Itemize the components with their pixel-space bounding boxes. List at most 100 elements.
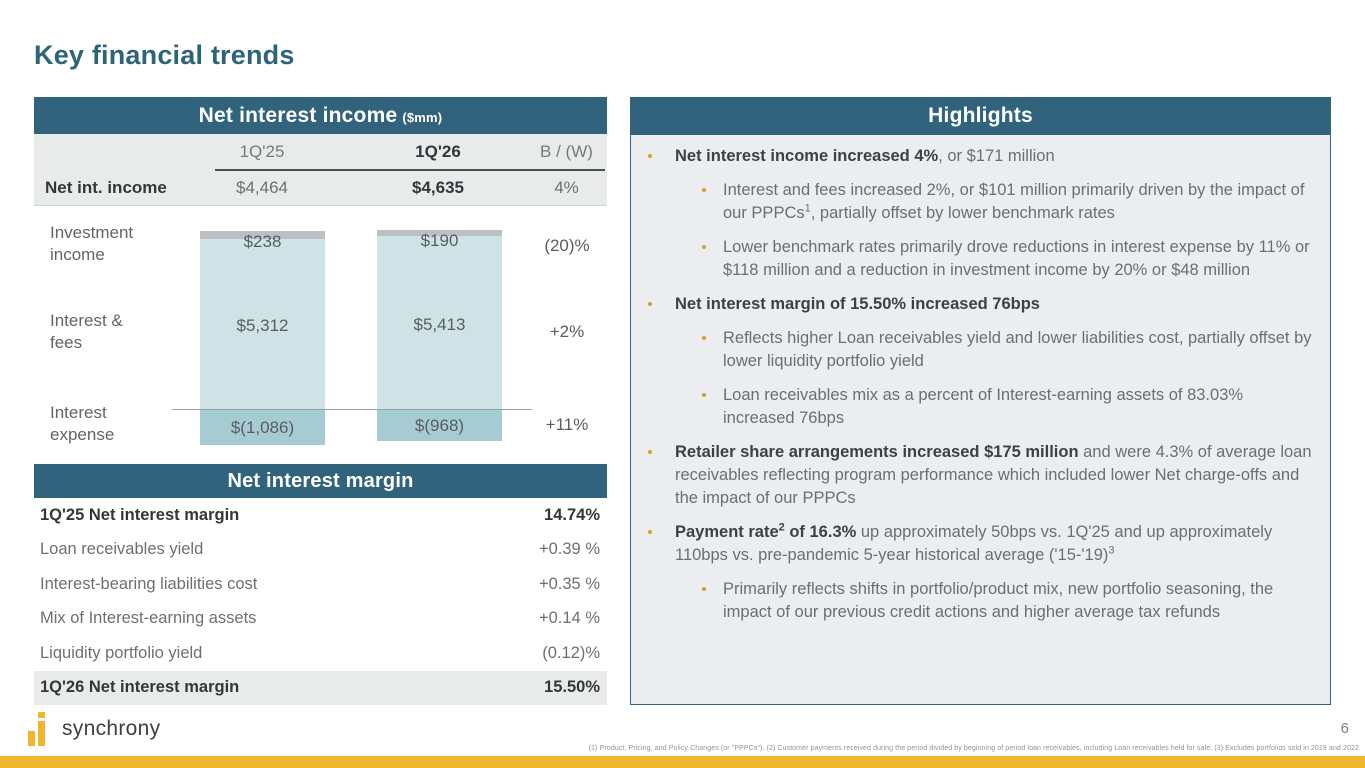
highlight-text-bold: 2 (778, 521, 785, 541)
nii-col-1q25: 1Q'25 (239, 142, 285, 161)
highlight-text-bold: Net interest margin of 15.50% increased … (675, 295, 1040, 313)
nim-table-row: 1Q'25 Net interest margin 14.74% (34, 498, 607, 533)
highlight-text-segment: Payment rate (675, 522, 779, 541)
bar-segment-investment-income (200, 231, 325, 239)
highlights-title: Highlights (928, 104, 1033, 127)
bar-value-interest-expense: $(1,086) (230, 417, 295, 437)
highlight-text: Net interest margin of 15.50% increased … (675, 295, 1040, 313)
chart-row-label-line: expense (50, 425, 115, 444)
highlight-text: Primarily reflects shifts in portfolio/p… (723, 580, 1273, 621)
bullet-icon (702, 187, 706, 192)
highlight-item: Retailer share arrangements increased $1… (646, 441, 1316, 510)
nim-row-value: (0.12)% (542, 643, 600, 662)
highlight-text-segment: Retailer share arrangements increased $1… (675, 442, 1079, 461)
brand-name: synchrony (62, 717, 161, 740)
bar-value-interest-fees: $5,312 (236, 316, 289, 335)
bullet-icon (702, 586, 706, 591)
highlight-item: Net interest income increased 4%, or $17… (646, 145, 1316, 168)
bar-segment-interest-expense (377, 410, 502, 441)
highlight-text-segment: 1 (804, 202, 811, 214)
highlight-text-segment: Interest and fees increased 2%, or $101 … (723, 180, 1305, 222)
nim-row-value: 14.74% (544, 505, 600, 524)
nii-value-1q25: $4,464 (236, 178, 288, 197)
bar-value-interest-fees: $5,413 (413, 314, 466, 334)
chart-row-label: Interest expense (50, 402, 114, 446)
page-number: 6 (1340, 720, 1349, 737)
bullet-icon (702, 244, 706, 249)
chart-change-label: +11% (545, 415, 589, 434)
nim-row-value: +0.14 % (538, 609, 600, 628)
chart-row-label-line: Interest & (50, 311, 123, 330)
nii-table-unit: ($mm) (402, 110, 443, 125)
bullet-icon (702, 335, 706, 340)
chart-change-label: +2% (549, 322, 585, 341)
nim-row-label: Loan receivables yield (40, 540, 204, 559)
nim-row-label: Liquidity portfolio yield (40, 643, 203, 662)
nii-table-header: Net interest income ($mm) (34, 97, 607, 134)
bullet-icon (702, 392, 706, 397)
nim-row-label: 1Q'25 Net interest margin (40, 505, 240, 524)
bullet-icon (648, 449, 652, 454)
chart-row-label-line: income (50, 245, 105, 264)
highlight-text-bold: Retailer share arrangements increased $1… (675, 443, 1079, 461)
nim-row-label: Mix of Interest-earning assets (40, 609, 257, 628)
nim-table-row: 1Q'26 Net interest margin 15.50% (34, 670, 607, 705)
bar-segment-interest-fees (377, 236, 502, 409)
highlight-text: Payment rate2 of 16.3% up approximately … (675, 521, 1273, 564)
chart-row-label: Investment income (50, 222, 133, 266)
highlight-text-segment: Net interest income increased 4% (675, 146, 939, 165)
highlight-text-segment: Loan receivables mix as a percent of Int… (723, 385, 1244, 427)
chart-row-label: Interest & fees (50, 310, 123, 354)
bullet-icon (648, 529, 652, 534)
left-column: Net interest income ($mm) 1Q'25 1Q'26 B … (34, 97, 607, 705)
stacked-bar-chart: Investment income Interest & fees Interest ex… (34, 206, 607, 464)
bar-segment-interest-expense (200, 410, 325, 445)
nii-value-bw: 4% (554, 178, 579, 197)
highlight-text-segment: up approximately 50bps vs. 1Q'25 and up … (675, 522, 1273, 564)
highlight-item: Loan receivables mix as a percent of Int… (646, 384, 1316, 430)
nim-table: 1Q'25 Net interest margin 14.74% Loan rece… (34, 498, 607, 705)
nim-table-title: Net interest margin (227, 469, 414, 492)
highlights-body: Net interest income increased 4%, or $17… (631, 135, 1330, 624)
highlights-panel: Highlights Net interest income increased… (630, 97, 1331, 705)
highlight-text-segment: 2 (778, 521, 785, 533)
footer-gold-bar (0, 756, 1365, 768)
nim-row-value: +0.35 % (538, 574, 600, 593)
nim-table-row: Interest-bearing liabilities cost +0.35 % (34, 567, 607, 602)
highlight-item: Primarily reflects shifts in portfolio/p… (646, 578, 1316, 624)
chart-row-label-line: fees (50, 333, 83, 352)
highlight-text: Reflects higher Loan receivables yield a… (723, 329, 1312, 370)
highlight-text-segment: 3 (1108, 544, 1115, 556)
chart-row-label-line: Interest (50, 403, 107, 422)
nim-row-label: Interest-bearing liabilities cost (40, 574, 258, 593)
highlight-text-bold: Net interest income increased 4% (675, 147, 938, 165)
highlights-header: Highlights (630, 97, 1331, 135)
page-title: Key financial trends (34, 40, 295, 70)
nii-col-bw: B / (W) (540, 142, 593, 161)
bar-value-investment-income: $190 (420, 231, 459, 250)
highlight-text-segment: of 16.3% (784, 522, 857, 541)
highlight-text-bold: Payment rate (675, 523, 779, 541)
footnote: (1) Product, Pricing, and Policy Changes… (588, 745, 1361, 752)
highlight-item: Lower benchmark rates primarily drove re… (646, 236, 1316, 282)
chart-zero-line (172, 409, 532, 410)
nii-table-title: Net interest income (198, 103, 398, 127)
nii-col-1q26: 1Q'26 (415, 142, 461, 161)
nii-value-1q26: $4,635 (412, 178, 464, 197)
highlight-text: Retailer share arrangements increased $1… (675, 443, 1312, 507)
highlight-text-bold: of 16.3% (784, 522, 857, 541)
nii-header-underline (215, 169, 605, 171)
synchrony-logo-mark (28, 712, 45, 746)
bar-segment-investment-income (377, 230, 502, 236)
nim-row-label: 1Q'26 Net interest margin (40, 678, 240, 697)
synchrony-logo: synchrony (28, 712, 160, 748)
chart-row-label-line: Investment (50, 223, 134, 242)
highlight-text: Lower benchmark rates primarily drove re… (723, 238, 1310, 279)
highlight-text-segment: , or $171 million (938, 146, 1055, 165)
highlight-text: Loan receivables mix as a percent of Int… (723, 386, 1243, 427)
highlight-text-segment: , partially offset by lower benchmark ra… (810, 203, 1115, 222)
bar-segment-interest-fees (200, 239, 325, 409)
highlight-text-segment: Reflects higher Loan receivables yield a… (723, 328, 1312, 370)
chart-change-label: (20)% (544, 236, 590, 255)
